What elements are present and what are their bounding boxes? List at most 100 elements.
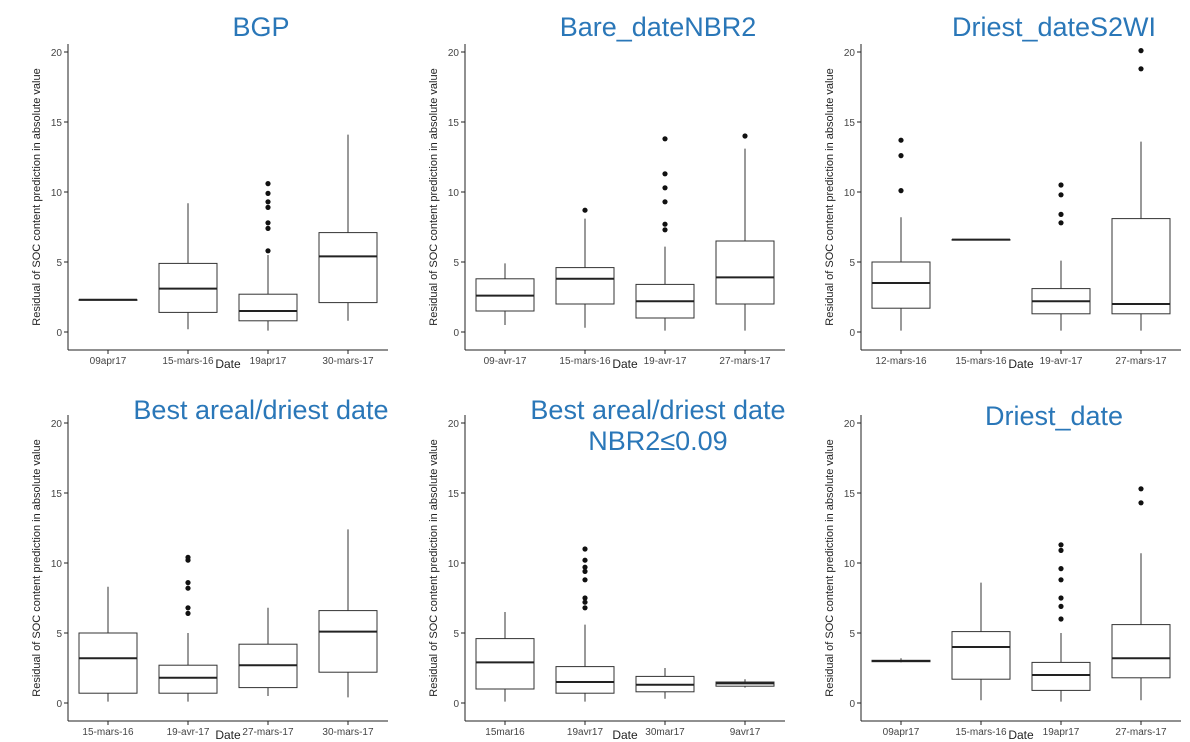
y-tick-label: 20 — [448, 48, 460, 59]
box-4 — [1111, 486, 1171, 701]
x-tick-label: 27-mars-17 — [1115, 727, 1167, 738]
outlier-point — [582, 595, 588, 601]
y-tick-label: 10 — [448, 559, 460, 570]
outlier-point — [185, 585, 191, 591]
y-tick-label: 10 — [448, 188, 460, 199]
outlier-point — [898, 137, 904, 143]
box-iqr — [555, 666, 615, 694]
outlier-point — [1058, 542, 1064, 548]
y-axis-label: Residual of SOC content prediction in ab… — [824, 439, 836, 696]
outlier-point — [1058, 220, 1064, 226]
y-tick-label: 15 — [51, 489, 63, 500]
x-tick-label: 30-mars-17 — [322, 356, 374, 367]
panel-title-line: Driest_date — [984, 401, 1124, 431]
chart-panel-best-areal-driest-date: 0 5 10 15 20 Residual of SOC content predicti… — [0, 371, 397, 742]
x-axis-label: Date — [612, 728, 638, 742]
y-tick-label: 15 — [448, 118, 460, 129]
outlier-point — [1058, 616, 1064, 622]
y-tick-label: 15 — [51, 118, 63, 129]
box-2 — [555, 207, 615, 328]
y-tick-label: 15 — [844, 489, 856, 500]
panel-title: Driest_date — [923, 401, 1185, 432]
outlier-point — [1058, 566, 1064, 572]
x-tick-label: 15-mars-16 — [162, 356, 214, 367]
y-tick-label: 0 — [849, 699, 855, 710]
outlier-point — [185, 605, 191, 611]
boxplot-svg: 0 5 10 15 20 Residual of SOC content predicti… — [428, 415, 785, 742]
panel-title: Best areal/driest date — [130, 395, 392, 426]
y-tick-label: 15 — [844, 118, 856, 129]
outlier-point — [1138, 66, 1144, 72]
x-axis-label: Date — [215, 728, 241, 742]
x-tick-label: 15-mars-16 — [82, 727, 134, 738]
box-1 — [871, 658, 931, 663]
y-tick-label: 20 — [844, 419, 856, 430]
y-tick-label: 10 — [51, 559, 63, 570]
outlier-point — [582, 207, 588, 213]
chart-panel-bgp: 0 5 10 15 20 Residual of SOC content predicti… — [0, 0, 397, 371]
box-iqr — [1111, 218, 1171, 315]
outlier-point — [898, 153, 904, 159]
box-iqr — [555, 267, 615, 305]
outlier-point — [662, 171, 668, 177]
x-tick-label: 30mar17 — [645, 727, 685, 738]
outlier-point — [1138, 500, 1144, 506]
boxplot-svg: 0 5 10 15 20 Residual of SOC content predicti… — [428, 44, 785, 371]
y-tick-label: 10 — [844, 188, 856, 199]
box-4 — [318, 134, 378, 321]
y-axis-label: Residual of SOC content prediction in ab… — [428, 439, 440, 696]
outlier-point — [1138, 486, 1144, 492]
box-iqr — [951, 631, 1011, 680]
x-tick-label: 9avr17 — [730, 727, 761, 738]
outlier-point — [582, 557, 588, 563]
x-tick-label: 19apr17 — [250, 356, 287, 367]
outlier-point — [1058, 182, 1064, 188]
y-tick-label: 20 — [51, 419, 63, 430]
box-2 — [951, 238, 1011, 241]
panel-title: BGP — [130, 12, 392, 43]
outlier-point — [662, 227, 668, 233]
box-iqr — [1031, 661, 1091, 691]
x-tick-label: 12-mars-16 — [875, 356, 927, 367]
panel-subtitle-line: NBR2≤0.09 — [588, 426, 728, 456]
outlier-point — [265, 220, 271, 226]
x-tick-label: 09apr17 — [883, 727, 920, 738]
outlier-point — [185, 580, 191, 586]
x-axis-label: Date — [1008, 728, 1034, 742]
box-4 — [1111, 48, 1171, 331]
outlier-point — [185, 554, 191, 560]
box-iqr — [238, 293, 298, 322]
x-tick-label: 27-mars-17 — [242, 727, 294, 738]
box-1 — [475, 612, 535, 702]
y-tick-label: 5 — [56, 258, 62, 269]
box-iqr — [871, 261, 931, 309]
box-iqr — [318, 232, 378, 304]
box-iqr — [475, 638, 535, 690]
outlier-point — [582, 599, 588, 605]
x-tick-label: 19-avr-17 — [644, 356, 687, 367]
y-tick-label: 5 — [849, 629, 855, 640]
box-1 — [871, 137, 931, 331]
outlier-point — [662, 199, 668, 205]
outlier-point — [582, 568, 588, 574]
x-tick-label: 27-mars-17 — [719, 356, 771, 367]
outlier-point — [1058, 595, 1064, 601]
x-axis-label: Date — [612, 357, 638, 371]
chart-panel-bare-date-nbr2: 0 5 10 15 20 Residual of SOC content predicti… — [397, 0, 794, 371]
outlier-point — [662, 136, 668, 142]
outlier-point — [742, 133, 748, 139]
y-axis-label: Residual of SOC content prediction in ab… — [428, 68, 440, 325]
outlier-point — [1138, 48, 1144, 54]
panel-title: Driest_dateS2WI — [923, 12, 1185, 43]
chart-panel-best-areal-nbr2: 0 5 10 15 20 Residual of SOC content predicti… — [397, 371, 794, 742]
box-2 — [158, 203, 218, 330]
box-iqr — [1111, 624, 1171, 679]
x-tick-label: 19-avr-17 — [1040, 356, 1083, 367]
y-tick-label: 0 — [849, 328, 855, 339]
box-2 — [555, 546, 615, 702]
outlier-point — [265, 181, 271, 187]
x-tick-label: 19-avr-17 — [167, 727, 210, 738]
outlier-point — [1058, 577, 1064, 583]
y-tick-label: 5 — [849, 258, 855, 269]
box-2 — [951, 582, 1011, 701]
